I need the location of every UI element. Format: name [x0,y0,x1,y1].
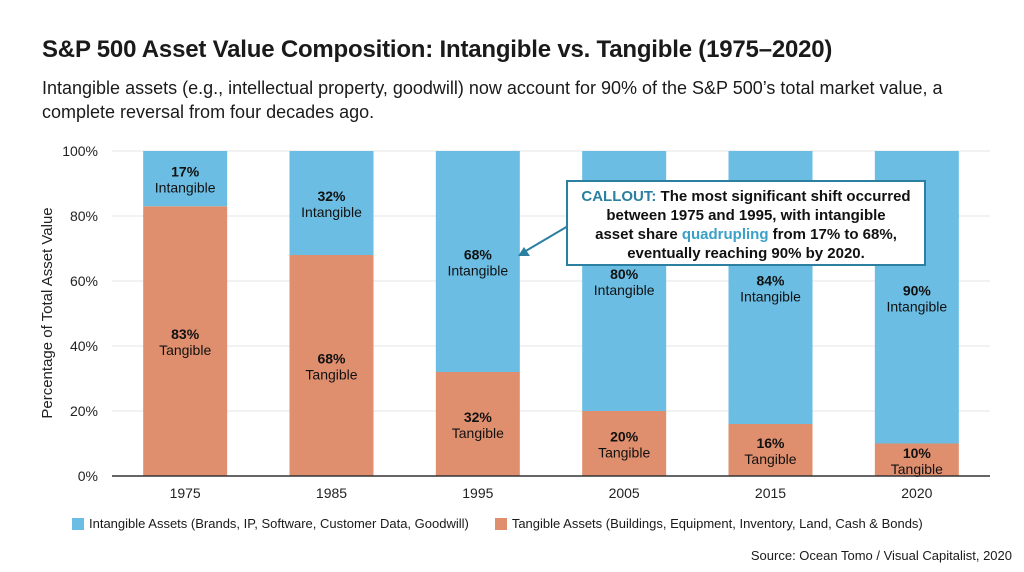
legend-label-intangible: Intangible Assets (Brands, IP, Software,… [89,516,469,531]
data-label-category: Tangible [891,461,943,477]
data-label-category: Tangible [159,342,211,358]
data-label-value: 68% [464,247,493,263]
y-tick-label: 0% [78,468,98,484]
legend-item-tangible: Tangible Assets (Buildings, Equipment, I… [494,516,923,531]
bar-tangible [289,255,374,476]
data-label-value: 20% [610,429,639,445]
data-label-value: 80% [610,266,639,282]
callout-line3c: from 17% to 68%, [768,226,897,243]
callout-line1: The most significant shift occurred [656,188,911,205]
bar-tangible [728,424,813,476]
data-label-category: Intangible [301,204,362,220]
x-tick-label: 1985 [316,485,347,501]
callout-box: CALLOUT: The most significant shift occu… [566,180,926,266]
x-tick-label: 2020 [901,485,932,501]
data-label-value: 17% [171,164,200,180]
data-label-value: 90% [903,282,932,298]
y-tick-label: 60% [70,273,98,289]
callout-line2: between 1975 and 1995, with intangible [606,207,886,224]
legend: Intangible Assets (Brands, IP, Software,… [72,516,949,531]
bar-intangible [435,151,520,372]
x-tick-label: 2015 [755,485,786,501]
data-label-category: Intangible [155,180,216,196]
data-label-category: Intangible [594,282,655,298]
data-label-category: Tangible [598,445,650,461]
legend-item-intangible: Intangible Assets (Brands, IP, Software,… [72,516,469,531]
callout-line3a: asset share [595,226,682,243]
chart-subtitle: Intangible assets (e.g., intellectual pr… [42,78,943,122]
callout-line4: eventually reaching 90% by 2020. [627,245,865,262]
data-label-value: 16% [756,435,785,451]
bar-tangible [143,206,228,476]
bar-tangible [435,372,520,476]
y-tick-label: 80% [70,208,98,224]
source-note: Source: Ocean Tomo / Visual Capitalist, … [750,548,1012,563]
data-label-category: Intangible [886,298,947,314]
data-label-category: Tangible [452,425,504,441]
legend-swatch-intangible [72,517,84,530]
y-tick-label: 100% [62,143,98,159]
data-label-value: 68% [317,351,346,367]
bar-intangible [143,151,228,207]
data-label-value: 32% [317,188,346,204]
callout-arrow [518,225,569,256]
data-label-category: Intangible [447,263,508,279]
x-tick-label: 1995 [462,485,493,501]
x-tick-label: 1975 [170,485,201,501]
y-tick-label: 20% [70,403,98,419]
data-label-category: Tangible [305,367,357,383]
chart-title: S&P 500 Asset Value Composition: Intangi… [42,36,833,63]
data-label-value: 10% [903,445,932,461]
callout-highlight: quadrupling [681,226,769,243]
data-label-category: Intangible [740,289,801,305]
data-label-value: 32% [464,409,493,425]
callout-head: CALLOUT: [581,188,657,205]
data-label-category: Tangible [744,451,796,467]
legend-label-tangible: Tangible Assets (Buildings, Equipment, I… [511,516,923,531]
data-label-value: 83% [171,326,200,342]
y-tick-label: 40% [70,338,98,354]
data-label-value: 84% [756,273,785,289]
bar-tangible [582,411,667,476]
x-tick-label: 2005 [609,485,640,501]
bar-tangible [874,443,959,476]
bar-intangible [289,151,374,255]
y-axis-label: Percentage of Total Asset Value [39,207,56,418]
legend-swatch-tangible [494,517,507,530]
